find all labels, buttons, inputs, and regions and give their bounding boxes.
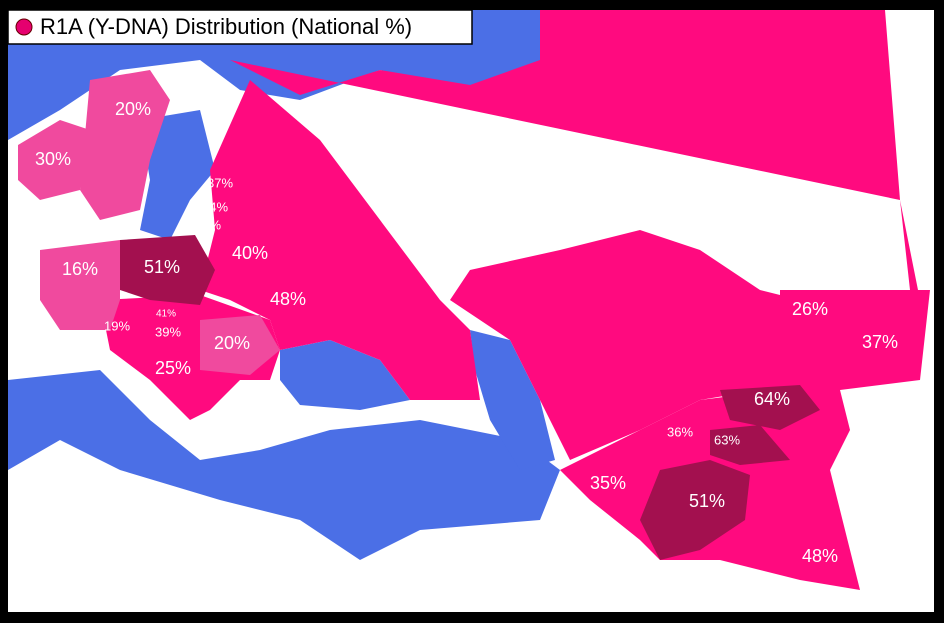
mediterranean-sea <box>8 370 560 560</box>
region-label: 34% <box>202 199 228 214</box>
black-sea <box>280 340 410 410</box>
region-label: 25% <box>155 358 191 378</box>
region-label: 36% <box>667 424 693 439</box>
region-label: 30% <box>35 149 71 169</box>
region-label: 26% <box>792 299 828 319</box>
tajik-kyrgyz <box>710 385 820 465</box>
region-label: 37% <box>862 332 898 352</box>
legend: R1A (Y-DNA) Distribution (National %) <box>7 9 473 45</box>
region-label: 41% <box>195 217 221 232</box>
norway <box>18 120 90 200</box>
legend-title: R1A (Y-DNA) Distribution (National %) <box>40 14 412 39</box>
region-label: 20% <box>214 333 250 353</box>
region-label: 51% <box>144 257 180 277</box>
region-label: 63% <box>714 432 740 447</box>
region-label: 40% <box>232 243 268 263</box>
east-land <box>840 10 934 612</box>
region-label: 47% <box>382 199 418 219</box>
region-label: 19% <box>104 318 130 333</box>
afghanistan <box>640 460 750 560</box>
region-label: 35% <box>590 473 626 493</box>
region-label: 20% <box>115 99 151 119</box>
region-label: 16% <box>62 259 98 279</box>
germany <box>40 240 120 330</box>
legend-swatch <box>15 18 33 36</box>
region-label: 39% <box>155 324 181 339</box>
region-label: 51% <box>689 491 725 511</box>
region-label: 64% <box>754 389 790 409</box>
sweden <box>80 70 170 220</box>
caspian-sea <box>470 330 555 470</box>
poland <box>120 235 215 305</box>
romania <box>200 315 280 375</box>
legend-box <box>7 9 473 45</box>
baltic-sea <box>140 110 215 240</box>
eastern-europe-region <box>200 80 470 360</box>
region-label: 37% <box>207 175 233 190</box>
region-label: 41% <box>156 309 176 320</box>
region-label: 48% <box>802 546 838 566</box>
region-label: 48% <box>270 289 306 309</box>
